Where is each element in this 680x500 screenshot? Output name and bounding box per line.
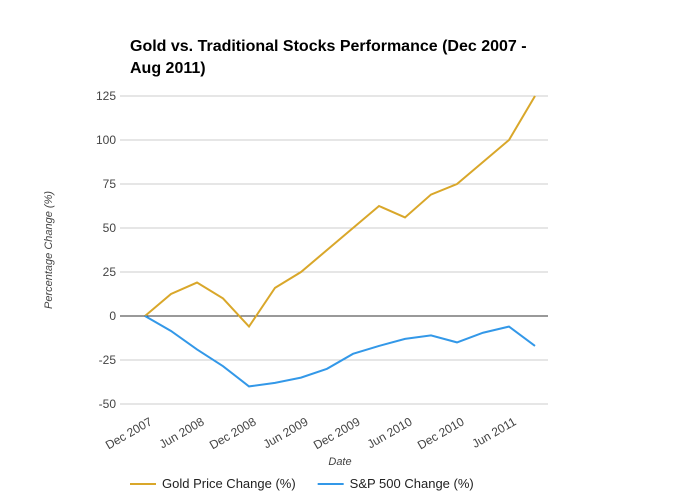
- x-tick-label: Dec 2010: [415, 414, 467, 452]
- y-tick-label: 75: [103, 177, 117, 191]
- series-line: [144, 95, 536, 329]
- x-tick-label: Jun 2011: [469, 414, 518, 451]
- x-tick-label: Dec 2008: [207, 414, 259, 452]
- legend-label: Gold Price Change (%): [162, 476, 296, 491]
- x-axis-label: Date: [328, 456, 351, 468]
- chart-title: Gold vs. Traditional Stocks Performance …: [130, 38, 527, 77]
- x-tick-label: Jun 2010: [365, 414, 415, 451]
- x-tick-label: Dec 2009: [311, 414, 363, 452]
- legend-label: S&P 500 Change (%): [350, 476, 474, 491]
- series-line: [144, 315, 536, 388]
- y-axis-label: Percentage Change (%): [43, 191, 55, 309]
- x-tick-label: Jun 2008: [157, 414, 207, 451]
- y-tick-label: 0: [109, 309, 116, 323]
- y-tick-label: 100: [96, 133, 116, 147]
- x-tick-label: Jun 2009: [261, 414, 311, 451]
- y-tick-label: 25: [103, 265, 117, 279]
- x-tick-label: Dec 2007: [103, 414, 155, 452]
- y-tick-label: -50: [99, 397, 117, 411]
- y-tick-label: 50: [103, 221, 117, 235]
- y-tick-label: -25: [99, 353, 117, 367]
- y-tick-label: 125: [96, 89, 116, 103]
